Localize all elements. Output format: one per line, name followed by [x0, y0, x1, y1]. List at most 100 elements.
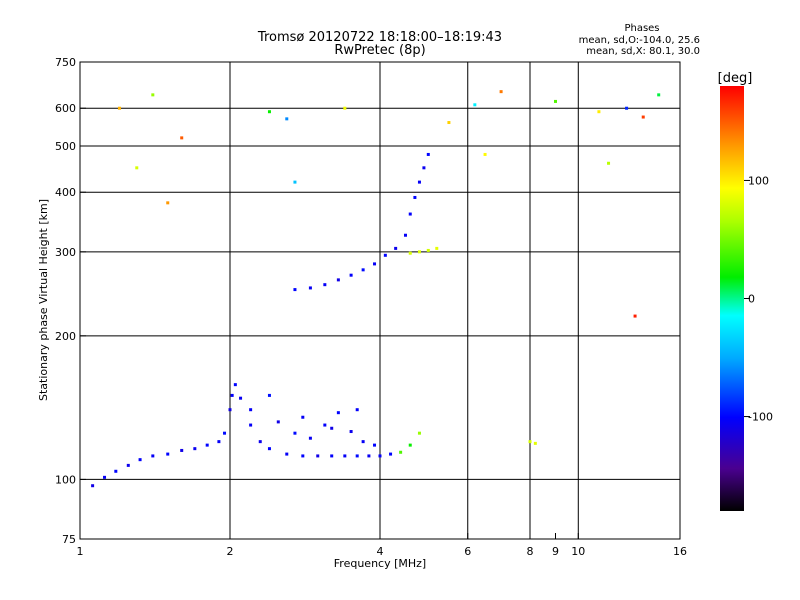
data-point	[293, 288, 297, 292]
data-point	[336, 411, 340, 415]
y-tick-label: 75	[62, 533, 76, 546]
data-point	[249, 423, 253, 427]
data-point	[293, 180, 297, 184]
colorbar-tick-label: 0	[748, 293, 755, 306]
data-point	[343, 106, 347, 110]
data-point	[267, 393, 271, 397]
data-point	[239, 396, 243, 400]
data-point	[343, 454, 347, 458]
y-tick-label: 200	[55, 330, 76, 343]
data-point	[483, 152, 487, 156]
data-point	[394, 246, 398, 250]
x-tick-label: 8	[527, 545, 534, 558]
data-point	[625, 106, 629, 110]
data-point	[180, 448, 184, 452]
data-point	[193, 447, 197, 451]
data-point	[138, 458, 142, 462]
data-point	[249, 408, 253, 412]
data-point	[361, 440, 365, 444]
data-point	[267, 447, 271, 451]
x-tick-label: 16	[673, 545, 687, 558]
data-point	[422, 166, 426, 170]
data-point	[389, 452, 393, 456]
x-axis-label: Frequency [MHz]	[334, 557, 426, 570]
data-point	[205, 443, 209, 447]
data-point	[447, 121, 451, 125]
data-point	[417, 250, 421, 254]
x-tick-label: 2	[227, 545, 234, 558]
data-point	[258, 440, 262, 444]
data-point	[597, 110, 601, 114]
data-point	[373, 443, 377, 447]
data-point	[533, 441, 537, 445]
data-point	[473, 103, 477, 107]
data-point	[126, 463, 130, 467]
data-point	[217, 440, 221, 444]
data-point	[323, 423, 327, 427]
data-point	[349, 273, 353, 277]
data-point	[641, 115, 645, 119]
y-tick-label: 500	[55, 140, 76, 153]
data-point	[233, 383, 237, 387]
phase-legend-x: mean, sd,X: 80.1, 30.0	[586, 46, 700, 57]
data-point	[417, 431, 421, 435]
data-point	[361, 268, 365, 272]
data-point	[285, 117, 289, 121]
x-tick-label: 10	[571, 545, 585, 558]
data-point	[413, 195, 417, 199]
data-point	[349, 430, 353, 434]
data-point	[355, 454, 359, 458]
data-point	[276, 420, 280, 424]
data-point	[399, 450, 403, 454]
data-point	[330, 426, 334, 430]
data-point	[426, 152, 430, 156]
y-ticks: 75 100 200 300 400 500 600 750	[55, 56, 86, 546]
data-point	[308, 436, 312, 440]
data-point	[403, 233, 407, 237]
data-point	[408, 443, 412, 447]
data-point	[408, 212, 412, 216]
data-point	[114, 469, 118, 473]
phase-legend-title: Phases	[624, 23, 659, 34]
data-point	[223, 431, 227, 435]
grid-lines	[80, 62, 680, 539]
colorbar	[720, 86, 744, 511]
data-point	[378, 454, 382, 458]
y-axis-label: Stationary phase Virtual Height [km]	[37, 199, 50, 401]
data-point	[230, 393, 234, 397]
x-tick-label: 4	[377, 545, 384, 558]
phase-legend-o: mean, sd,O:-104.0, 25.6	[579, 35, 700, 46]
data-point	[417, 180, 421, 184]
x-tick-label: 9	[552, 545, 559, 558]
data-point	[166, 201, 170, 205]
data-point	[301, 454, 305, 458]
data-point	[553, 99, 557, 103]
data-point	[330, 454, 334, 458]
x-ticks: 1 2 4 6 8 9 10 16	[77, 533, 687, 558]
data-point	[135, 166, 139, 170]
x-tick-label: 1	[77, 545, 84, 558]
data-point	[91, 484, 95, 488]
data-point	[316, 454, 320, 458]
data-point	[383, 253, 387, 257]
data-point	[267, 110, 271, 114]
data-point	[367, 454, 371, 458]
data-point	[301, 415, 305, 419]
colorbar-ticks: 100 0 -100	[744, 174, 773, 424]
data-points	[91, 90, 661, 488]
data-point	[336, 278, 340, 282]
x-tick-label: 6	[464, 545, 471, 558]
data-point	[117, 106, 121, 110]
y-tick-label: 300	[55, 246, 76, 259]
data-point	[228, 408, 232, 412]
data-point	[499, 90, 503, 94]
data-point	[373, 262, 377, 266]
chart-subtitle: RwPretec (8p)	[334, 43, 425, 58]
data-point	[285, 452, 289, 456]
data-point	[607, 161, 611, 165]
data-point	[408, 251, 412, 255]
data-point	[308, 286, 312, 290]
y-tick-label: 100	[55, 473, 76, 486]
data-point	[435, 246, 439, 250]
